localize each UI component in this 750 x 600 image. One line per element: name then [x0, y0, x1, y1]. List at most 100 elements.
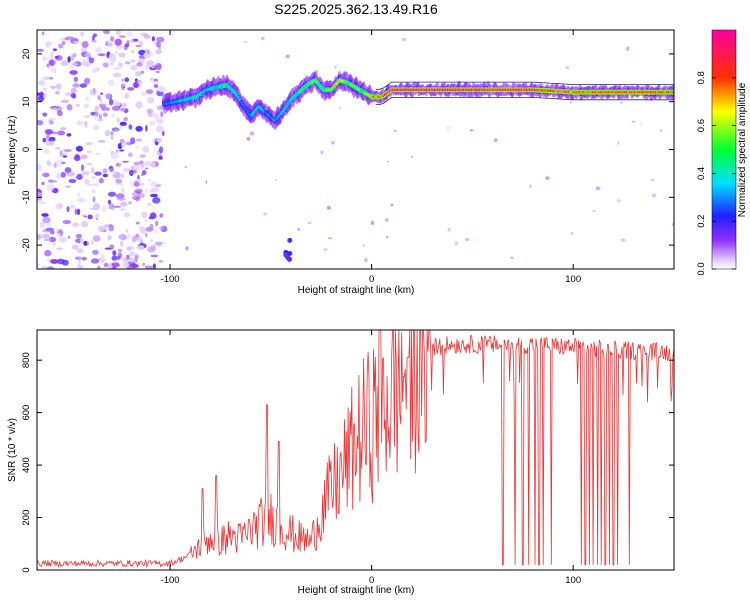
spectrogram-noise-blob	[98, 178, 104, 184]
spectrogram-noise-blob	[102, 168, 108, 174]
spectrogram-noise-blob	[76, 208, 81, 215]
spectrogram-noise-blob	[107, 191, 117, 197]
spectrogram-noise-blob	[121, 160, 129, 163]
spectrogram-noise-blob	[45, 129, 54, 135]
spectrogram-sparse-blob	[401, 38, 406, 41]
spectrogram-sparse-blob	[307, 221, 312, 225]
spectrogram-sparse-blob	[545, 176, 550, 180]
spectrogram-noise-blob	[83, 115, 91, 118]
spectrogram-noise-blob	[97, 140, 106, 143]
spectrogram-noise-blob	[155, 220, 159, 227]
spectrogram-sparse-blob	[390, 203, 394, 207]
spectrogram-noise-blob	[151, 36, 155, 42]
spectrogram-sparse-blob	[260, 36, 265, 41]
spectrogram-noise-blob	[159, 213, 163, 218]
spectrogram-sparse-blob	[338, 106, 342, 110]
spectrogram-sparse-blob	[185, 246, 189, 251]
spectrogram-noise-blob	[119, 121, 127, 126]
spectrogram-sparse-blob	[205, 180, 208, 184]
spectrogram-noise-blob	[122, 261, 130, 268]
spectrogram-noise-blob	[85, 96, 90, 101]
spectrogram-noise-blob	[135, 71, 143, 77]
spectrogram-sparse-blob	[386, 160, 389, 163]
spectrogram-noise-blob	[156, 137, 162, 143]
spectrogram-noise-blob	[98, 113, 102, 120]
spectrogram-noise-blob	[115, 193, 125, 199]
snr-y-axis-label: SNR (10 * v/v)	[7, 418, 18, 482]
spectrogram-noise-blob	[135, 101, 143, 109]
spectrogram-noise-blob	[49, 230, 55, 235]
spectrogram-noise-blob	[127, 87, 135, 91]
colorbar-tick-label: 0.2	[696, 215, 707, 228]
spectrogram-noise-blob	[152, 197, 161, 204]
spectrogram-noise-blob	[73, 155, 81, 162]
y-tick-label: 0	[21, 567, 32, 572]
spectrogram-noise-blob	[108, 202, 114, 210]
snr-series-line	[37, 330, 674, 568]
spectrogram-noise-blob	[112, 250, 117, 256]
spectrogram-noise-blob	[57, 130, 66, 136]
spectrogram-noise-blob	[115, 105, 120, 109]
spectrogram-noise-blob	[41, 233, 51, 239]
spectrogram-noise-blob	[73, 40, 79, 44]
spectrogram-sparse-blob	[671, 223, 674, 226]
spectrogram-noise-blob	[122, 167, 131, 173]
spectrogram-noise-blob	[52, 243, 56, 246]
spectrogram-noise-blob	[56, 258, 65, 265]
spectrogram-noise-blob	[46, 160, 51, 167]
spectrogram-noise-blob	[112, 266, 117, 269]
spectrogram-noise-blob	[50, 117, 57, 121]
spectrogram-noise-blob	[119, 149, 125, 152]
spectrogram-noise-blob	[47, 138, 54, 142]
spectrogram-noise-blob	[41, 213, 49, 217]
spectrogram-noise-blob	[140, 91, 148, 96]
spectrogram-sparse-blob	[447, 127, 450, 129]
spectrogram-noise-blob	[155, 60, 160, 66]
spectrogram-noise-blob	[53, 67, 57, 74]
spectrogram-noise-blob	[107, 79, 115, 87]
spectrogram-noise-blob	[85, 52, 91, 58]
spectrogram-noise-blob	[120, 83, 126, 91]
spectrogram-noise-blob	[79, 238, 83, 244]
spectrogram-noise-blob	[69, 65, 75, 69]
spectrogram-noise-blob	[84, 60, 91, 67]
spectrogram-cluster-blob	[287, 237, 293, 243]
spectrogram-noise-blob	[104, 130, 111, 137]
spectrogram-noise-blob	[120, 187, 125, 195]
spectrogram-noise-blob	[149, 212, 157, 220]
ridge-outline-upper	[375, 81, 674, 90]
spectrogram-noise-blob	[139, 160, 144, 164]
spectrogram-noise-blob	[50, 66, 54, 73]
spectrogram-noise-blob	[55, 91, 60, 95]
spectrogram-noise-blob	[134, 255, 138, 263]
spectrogram-cluster-blob	[283, 252, 289, 258]
spectrogram-noise-blob	[55, 203, 62, 210]
spectrogram-noise-blob	[90, 258, 100, 264]
spectrogram-noise-blob	[133, 161, 141, 166]
snr-x-axis-label: Height of straight line (km)	[298, 585, 415, 596]
spectrogram-noise-blob	[132, 196, 141, 201]
spectrogram-noise-blob	[156, 41, 161, 48]
spectrogram-noise-blob	[37, 120, 44, 126]
spectrogram-noise-blob	[66, 171, 75, 177]
spectrogram-noise-blob	[135, 138, 142, 142]
spectrogram-noise-blob	[75, 103, 81, 107]
spectrogram-noise-blob	[135, 80, 142, 83]
spectrogram-noise-blob	[92, 249, 99, 255]
spectrogram-noise-blob	[48, 59, 56, 67]
spectrogram-noise-blob	[113, 205, 122, 208]
spectrogram-noise-blob	[144, 232, 148, 238]
spectrogram-noise-blob	[115, 50, 118, 55]
spectrogram-noise-blob	[147, 113, 152, 117]
spectrogram-sparse-blob	[411, 155, 413, 159]
spectrogram-noise-blob	[153, 84, 159, 88]
spectrogram-noise-blob	[46, 222, 51, 229]
spectrogram-sparse-blob	[616, 199, 622, 203]
spectrogram-noise-blob	[81, 214, 86, 217]
spectrogram-sparse-blob	[275, 178, 277, 182]
spectrogram-noise-blob	[150, 77, 154, 82]
spectrogram-noise-blob	[129, 251, 136, 257]
